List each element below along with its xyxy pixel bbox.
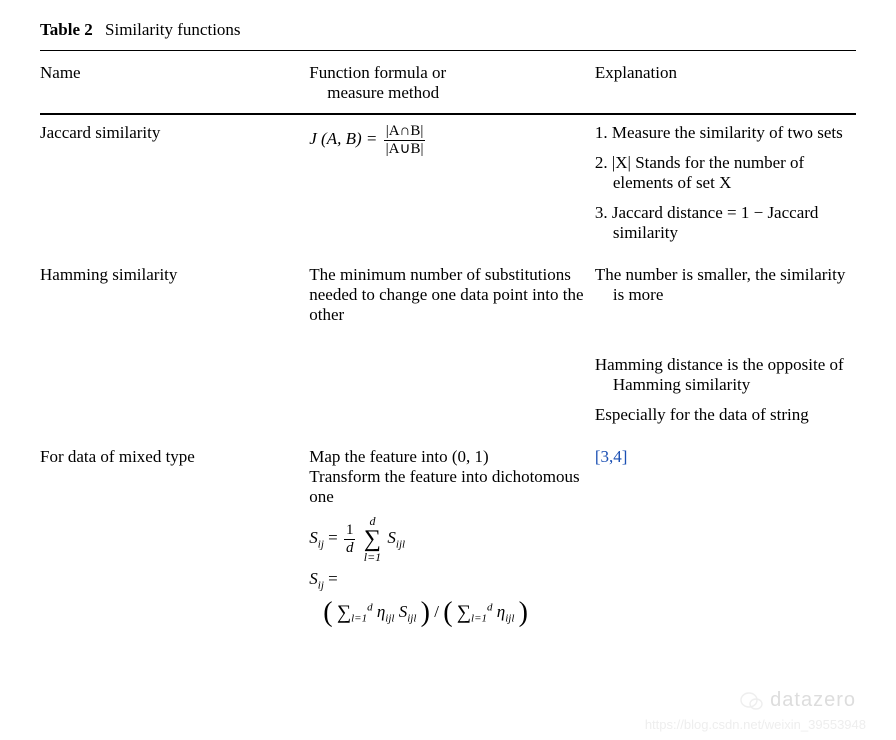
table-row: Jaccard similarity J (A, B) = |A∩B| |A∪B… [40,117,856,259]
row-formula: The minimum number of substitutions need… [309,259,595,441]
row-explanation: The number is smaller, the similarity is… [595,259,856,441]
row-name: Jaccard similarity [40,117,309,259]
row-formula: J (A, B) = |A∩B| |A∪B| [309,117,595,259]
list-item: 3. Jaccard distance = 1 − Jaccard simila… [595,203,850,243]
mixed-eq2b: ( ∑l=1d ηijl Sijl ) / ( ∑l=1d ηijl ) [309,597,589,629]
header-name: Name [40,53,309,114]
mixed-eq2: Sij = [309,569,589,591]
row-formula: Map the feature into (0, 1) Transform th… [309,441,595,641]
table-title: Similarity functions [105,20,241,39]
table-row: For data of mixed type Map the feature i… [40,441,856,641]
similarity-table: Name Function formula or measure method … [40,50,856,641]
header-formula: Function formula or measure method [309,53,595,114]
fraction: 1 d [344,522,356,556]
header-explanation: Explanation [595,53,856,114]
mixed-line2: Transform the feature into dichotomous o… [309,467,589,507]
table-caption: Table 2 Similarity functions [40,20,856,40]
table-row: Hamming similarity The minimum number of… [40,259,856,441]
table-number: Table 2 [40,20,93,39]
jaccard-formula: J (A, B) = |A∩B| |A∪B| [309,129,427,148]
sigma-icon: d ∑ l=1 [364,515,381,563]
list-item: 1. Measure the similarity of two sets [595,123,850,143]
wechat-icon [740,691,764,711]
row-explanation: [3,4] [595,441,856,641]
row-name: Hamming similarity [40,259,309,441]
list-item: Especially for the data of string [595,405,850,425]
watermark-url: https://blog.csdn.net/weixin_39553948 [645,717,866,732]
watermark-brand: datazero [740,689,856,712]
mixed-line1: Map the feature into (0, 1) [309,447,589,467]
row-name: For data of mixed type [40,441,309,641]
row-explanation: 1. Measure the similarity of two sets 2.… [595,117,856,259]
citation-link[interactable]: [3,4] [595,447,628,466]
list-item: The number is smaller, the similarity is… [595,265,850,305]
mixed-eq1: Sij = 1 d d ∑ l=1 Sijl [309,515,589,563]
fraction: |A∩B| |A∪B| [384,123,426,157]
list-item: 2. |X| Stands for the number of elements… [595,153,850,193]
list-item: Hamming distance is the opposite of Hamm… [595,355,850,395]
